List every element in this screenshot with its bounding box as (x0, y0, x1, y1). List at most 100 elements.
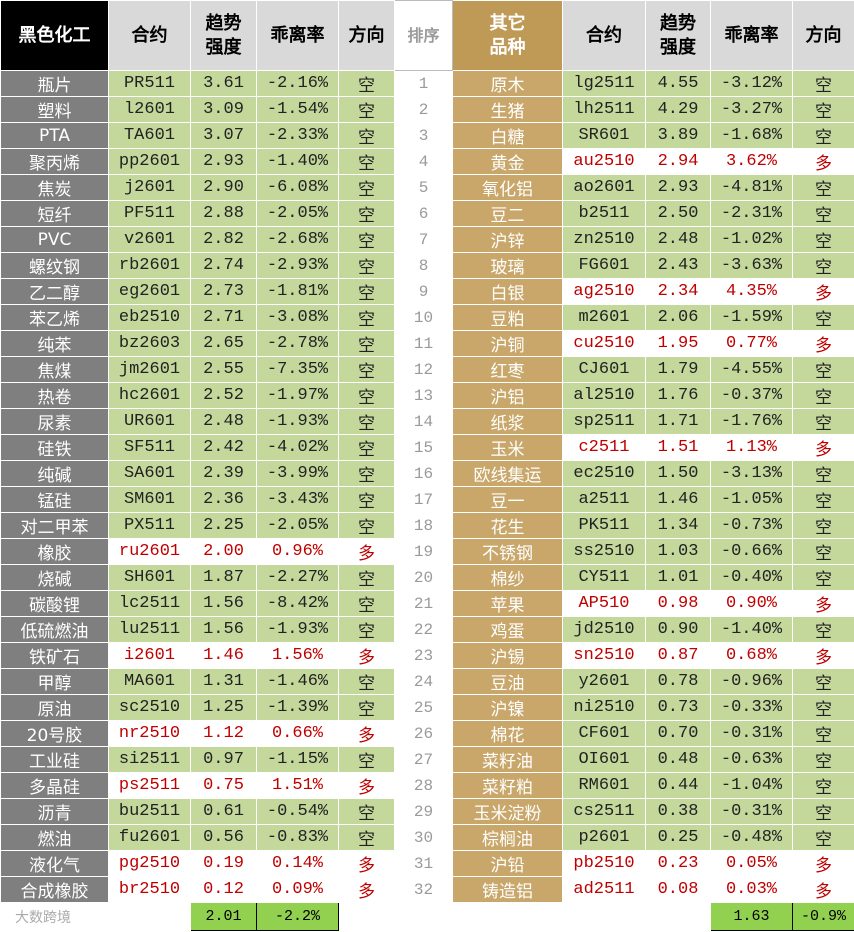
contract: jm2601 (108, 356, 191, 383)
direction: 空 (792, 460, 854, 487)
contract: jd2510 (562, 616, 646, 643)
contract: zn2510 (562, 226, 646, 253)
variety: 白糖 (452, 122, 563, 149)
data-row: PTA TA601 3.07 -2.33% 空 3 白糖 SR601 3.89 -1.68% 空 (0, 122, 854, 149)
deviation: -1.40% (710, 616, 793, 643)
data-row: 聚丙烯 pp2601 2.93 -1.40% 空 4 黄金 au2510 2.94 3.62% 多 (0, 148, 854, 175)
contract: si2511 (108, 746, 191, 773)
header-cell: 合约 (562, 0, 646, 71)
variety: 塑料 (0, 96, 109, 123)
direction: 多 (338, 772, 395, 799)
direction: 空 (792, 746, 854, 773)
data-row: 苯乙烯 eb2510 2.71 -3.08% 空 10 豆粕 m2601 2.06 -1.59% 空 (0, 304, 854, 331)
trend-strength: 2.90 (190, 174, 257, 201)
data-row: 多晶硅 ps2511 0.75 1.51% 多 28 菜籽粕 RM601 0.44 -1.04% 空 (0, 772, 854, 799)
rank: 20 (394, 564, 453, 591)
variety: 玉米 (452, 434, 563, 461)
deviation: -1.05% (710, 486, 793, 513)
contract: p2601 (562, 824, 646, 851)
contract: FG601 (562, 252, 646, 279)
contract: lu2511 (108, 616, 191, 643)
contract: sc2510 (108, 694, 191, 721)
contract: lh2511 (562, 96, 646, 123)
logo: 大数跨境 (0, 902, 191, 931)
rank: 1 (394, 70, 453, 97)
header-row: 黑色化工 合约 趋势 强度 乖离率 方向 排序 其它 品种 合约 趋势 强度 乖离率 方向 (0, 0, 854, 71)
contract: v2601 (108, 226, 191, 253)
contract: ad2511 (562, 876, 646, 903)
footer-empty (338, 902, 646, 931)
contract: sp2511 (562, 408, 646, 435)
variety: 沪铅 (452, 850, 563, 877)
direction: 空 (792, 304, 854, 331)
contract: SM601 (108, 486, 191, 513)
contract: eg2601 (108, 278, 191, 305)
trend-strength: 2.94 (645, 148, 711, 175)
rank: 19 (394, 538, 453, 565)
deviation: -1.02% (710, 226, 793, 253)
direction: 空 (792, 382, 854, 409)
direction: 多 (338, 720, 395, 747)
data-row: 甲醇 MA601 1.31 -1.46% 空 24 豆油 y2601 0.78 -0.96% 空 (0, 668, 854, 695)
contract: lc2511 (108, 590, 191, 617)
deviation: -2.31% (710, 200, 793, 227)
variety: 苹果 (452, 590, 563, 617)
variety: 黄金 (452, 148, 563, 175)
avg-strength: 2.01 (190, 902, 257, 931)
contract: ps2511 (108, 772, 191, 799)
trend-strength: 2.65 (190, 330, 257, 357)
trend-strength: 2.25 (190, 512, 257, 539)
contract: PX511 (108, 512, 191, 539)
variety: 螺纹钢 (0, 252, 109, 279)
direction: 空 (792, 824, 854, 851)
variety: 白银 (452, 278, 563, 305)
variety: 多晶硅 (0, 772, 109, 799)
rank: 5 (394, 174, 453, 201)
contract: l2601 (108, 96, 191, 123)
trend-strength: 2.39 (190, 460, 257, 487)
direction: 空 (338, 460, 395, 487)
direction: 空 (338, 252, 395, 279)
footer-row: 大数跨境 2.01 -2.2% 1.63 -0.9% (0, 902, 854, 931)
trend-strength: 2.06 (645, 304, 711, 331)
rank: 11 (394, 330, 453, 357)
deviation: -3.63% (710, 252, 793, 279)
trend-strength: 3.61 (190, 70, 257, 97)
avg-deviation: -2.2% (256, 902, 339, 931)
direction: 多 (792, 148, 854, 175)
data-row: 铁矿石 i2601 1.46 1.56% 多 23 沪锡 sn2510 0.87 0.68% 多 (0, 642, 854, 669)
variety: 沥青 (0, 798, 109, 825)
trend-strength: 1.76 (645, 382, 711, 409)
contract: fu2601 (108, 824, 191, 851)
data-row: 烧碱 SH601 1.87 -2.27% 空 20 棉纱 CY511 1.01 -0.40% 空 (0, 564, 854, 591)
variety: 铸造铝 (452, 876, 563, 903)
variety: 玉米淀粉 (452, 798, 563, 825)
rank: 15 (394, 434, 453, 461)
direction: 空 (792, 356, 854, 383)
variety: 原油 (0, 694, 109, 721)
direction: 空 (338, 616, 395, 643)
data-row: PVC v2601 2.82 -2.68% 空 7 沪锌 zn2510 2.48 -1.02% 空 (0, 226, 854, 253)
contract: a2511 (562, 486, 646, 513)
contract: pb2510 (562, 850, 646, 877)
trend-strength: 0.73 (645, 694, 711, 721)
direction: 空 (338, 590, 395, 617)
direction: 空 (338, 70, 395, 97)
rank: 6 (394, 200, 453, 227)
contract: ru2601 (108, 538, 191, 565)
direction: 空 (338, 408, 395, 435)
deviation: -2.05% (256, 200, 339, 227)
direction: 空 (338, 486, 395, 513)
contract: CF601 (562, 720, 646, 747)
trend-strength: 1.95 (645, 330, 711, 357)
variety: 尿素 (0, 408, 109, 435)
deviation: -1.54% (256, 96, 339, 123)
rank: 27 (394, 746, 453, 773)
direction: 多 (338, 876, 395, 903)
contract: CY511 (562, 564, 646, 591)
direction: 空 (792, 564, 854, 591)
deviation: 0.96% (256, 538, 339, 565)
deviation: -0.37% (710, 382, 793, 409)
variety: PVC (0, 226, 109, 253)
